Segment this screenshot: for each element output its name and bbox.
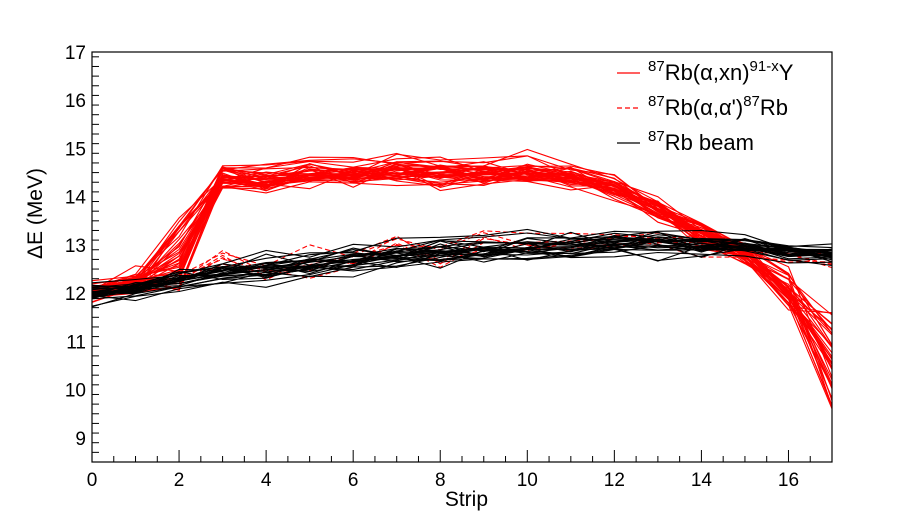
legend: 87Rb(α,xn)91-xY 87Rb(α,α')87Rb 87Rb beam (617, 58, 794, 155)
x-tick-label: 16 (778, 470, 799, 491)
legend-entry-beam: 87Rb beam (617, 128, 754, 155)
legend-label: Rb(α,α') (665, 95, 744, 120)
legend-label: Rb(α,xn) (665, 60, 750, 85)
legend-sup: 87 (648, 58, 665, 75)
legend-label: Rb beam (665, 130, 754, 155)
legend-sup: 91-x (750, 58, 780, 75)
series-trace (91, 237, 833, 296)
svg-text:87Rb(α,α')87Rb: 87Rb(α,α')87Rb (648, 93, 788, 120)
x-axis-title: Strip (445, 488, 488, 511)
y-tick-label: 10 (65, 381, 86, 402)
y-tick-label: 11 (66, 332, 86, 353)
series-trace (91, 243, 833, 299)
y-tick-label: 15 (65, 139, 86, 160)
x-axis: 0 2 4 6 8 10 12 14 16 (87, 450, 833, 491)
y-tick-label: 9 (75, 429, 86, 450)
x-tick-label: 10 (517, 470, 538, 491)
y-tick-label: 17 (65, 43, 86, 64)
svg-text:87Rb beam: 87Rb beam (648, 128, 754, 155)
legend-sup: 87 (648, 93, 665, 110)
x-tick-label: 14 (691, 470, 713, 491)
series-trace (91, 229, 833, 290)
svg-text:87Rb(α,xn)91-xY: 87Rb(α,xn)91-xY (648, 58, 794, 85)
x-tick-label: 12 (604, 470, 625, 491)
x-tick-label: 0 (87, 470, 98, 491)
series-lines (91, 148, 833, 410)
y-tick-label: 12 (65, 284, 86, 305)
legend-entry-alpha-alpha: 87Rb(α,α')87Rb (617, 93, 788, 120)
y-axis-title: ΔE (MeV) (24, 168, 47, 259)
series-trace (91, 230, 833, 289)
y-axis: 9 10 11 12 13 14 15 16 17 (65, 43, 99, 463)
series-2 (91, 228, 833, 308)
legend-sup: 87 (648, 128, 665, 145)
x-tick-label: 6 (348, 470, 359, 491)
series-trace (91, 242, 833, 299)
y-tick-label: 13 (65, 236, 86, 257)
series-trace (91, 237, 833, 293)
series-trace (91, 248, 833, 307)
x-tick-label: 4 (261, 470, 272, 491)
series-trace (91, 161, 833, 348)
legend-entry-alpha-xn: 87Rb(α,xn)91-xY (617, 58, 794, 85)
y-tick-label: 14 (65, 188, 87, 209)
x-tick-label: 2 (174, 470, 185, 491)
legend-label: Rb (760, 95, 788, 120)
x-tick-label: 8 (435, 470, 446, 491)
series-trace (91, 165, 833, 358)
legend-sup: 87 (743, 93, 760, 110)
legend-label: Y (779, 60, 794, 85)
y-tick-label: 16 (65, 91, 86, 112)
